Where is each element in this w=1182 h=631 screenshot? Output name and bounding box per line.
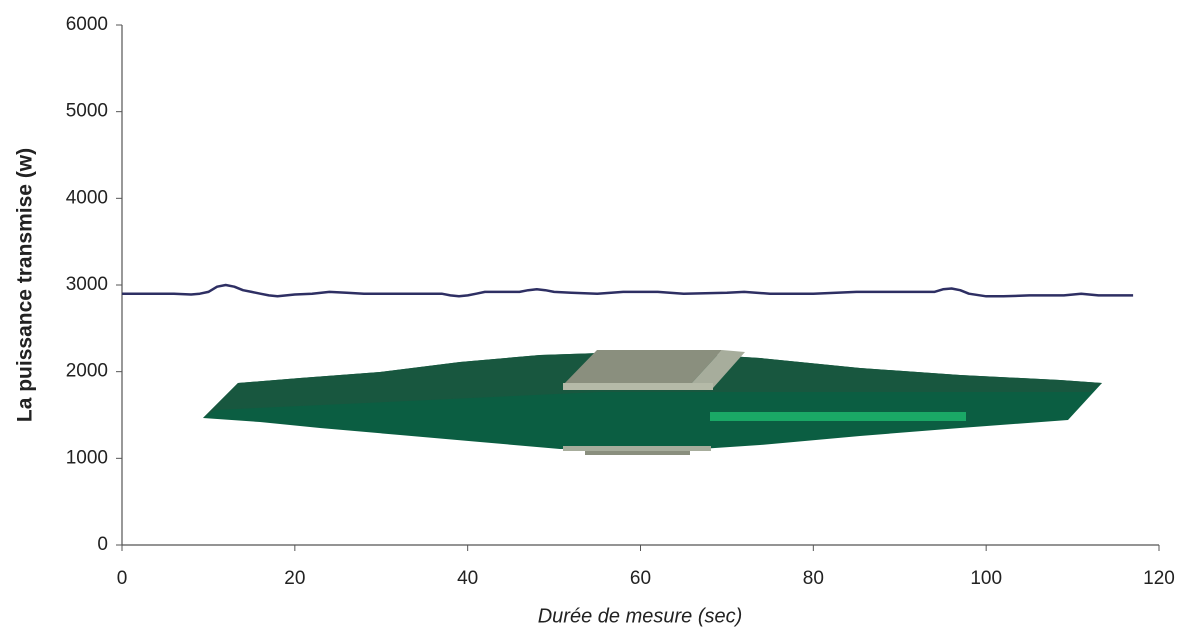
x-tick-label: 80 — [803, 568, 824, 589]
y-tick-label: 3000 — [66, 274, 108, 295]
x-tick-label: 60 — [630, 568, 651, 589]
line-series — [122, 283, 1134, 298]
x-tick-label: 20 — [284, 568, 305, 589]
watermark — [203, 350, 1102, 455]
y-tick-label: 6000 — [66, 14, 108, 35]
x-tick-label: 100 — [970, 568, 1002, 589]
y-tick-label: 5000 — [66, 101, 108, 122]
y-axis-label: La puissance transmise (w) — [14, 148, 37, 422]
x-tick-label: 40 — [457, 568, 478, 589]
y-tick-label: 4000 — [66, 187, 108, 208]
y-tick-label: 1000 — [66, 447, 108, 468]
x-axis-label: Durée de mesure (sec) — [538, 605, 743, 627]
y-tick-label: 2000 — [66, 361, 108, 382]
x-tick-label: 120 — [1143, 568, 1175, 589]
x-tick-label: 0 — [117, 568, 128, 589]
y-tick-label: 0 — [97, 534, 108, 555]
